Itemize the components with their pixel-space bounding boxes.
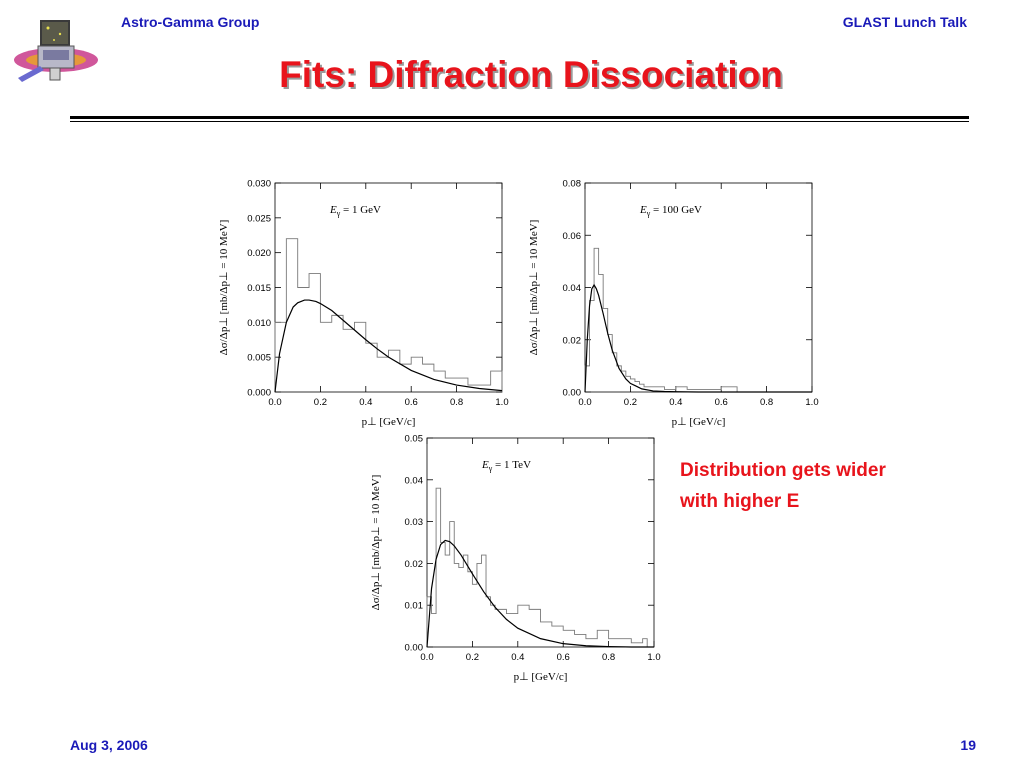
- glast-satellite-logo-icon: [14, 20, 98, 82]
- y-tick-label: 0.05: [405, 434, 424, 445]
- x-tick-label: 0.6: [405, 397, 418, 408]
- energy-label: Eγ = 1 GeV: [329, 204, 381, 218]
- y-tick-label: 0.005: [247, 353, 271, 364]
- x-tick-label: 0.8: [602, 652, 615, 663]
- x-tick-label: 1.0: [647, 652, 660, 663]
- y-tick-label: 0.08: [563, 179, 582, 190]
- x-axis-label: p⊥ [GeV/c]: [672, 416, 726, 428]
- header-talk-name: GLAST Lunch Talk: [842, 14, 967, 30]
- histogram-series: [584, 247, 738, 392]
- histogram-series: [426, 487, 648, 647]
- title-rule-thin: [70, 121, 969, 122]
- plot-frame: [426, 437, 655, 648]
- y-tick-label: 0.010: [247, 318, 271, 329]
- y-tick-label: 0.025: [247, 213, 271, 224]
- y-tick-label: 0.00: [405, 643, 424, 654]
- annotation-line-1: Distribution gets wider: [680, 460, 886, 481]
- x-tick-label: 0.0: [420, 652, 433, 663]
- slide-title: Fits: Diffraction Dissociation: [279, 54, 783, 95]
- x-tick-label: 0.4: [511, 652, 524, 663]
- y-axis-label: Δσ/Δp⊥ [mb/Δp⊥ = 10 MeV]: [370, 475, 382, 611]
- x-axis-label: p⊥ [GeV/c]: [362, 416, 416, 428]
- plot-1gev: 0.0 0.2 0.4 0.6 0.8 1.0 0.000 0.005 0.010 0.015 0.…: [218, 179, 509, 429]
- x-tick-label: 0.2: [314, 397, 327, 408]
- x-tick-label: 0.4: [359, 397, 372, 408]
- y-tick-label: 0.02: [563, 335, 582, 346]
- x-tick-label: 0.2: [624, 397, 637, 408]
- energy-label: Eγ = 1 TeV: [481, 459, 531, 473]
- x-tick-label: 0.0: [578, 397, 591, 408]
- y-axis-label: Δσ/Δp⊥ [mb/Δp⊥ = 10 MeV]: [528, 220, 540, 356]
- footer-date: Aug 3, 2006: [70, 737, 148, 753]
- x-axis-label: p⊥ [GeV/c]: [514, 671, 568, 683]
- x-tick-label: 0.4: [669, 397, 682, 408]
- fit-curve: [426, 539, 654, 648]
- y-tick-label: 0.000: [247, 388, 271, 399]
- y-axis-label: Δσ/Δp⊥ [mb/Δp⊥ = 10 MeV]: [218, 220, 230, 356]
- x-tick-label: 0.8: [450, 397, 463, 408]
- y-tick-label: 0.03: [405, 517, 424, 528]
- y-tick-label: 0.01: [405, 601, 424, 612]
- histogram-series: [274, 238, 503, 392]
- x-tick-label: 0.0: [268, 397, 281, 408]
- y-tick-label: 0.04: [563, 283, 582, 294]
- annotation-line-2: with higher E: [680, 491, 800, 512]
- y-tick-label: 0.020: [247, 248, 271, 259]
- x-tick-label: 0.6: [715, 397, 728, 408]
- x-tick-label: 0.8: [760, 397, 773, 408]
- plot-1tev: 0.0 0.2 0.4 0.6 0.8 1.0 0.00 0.01 0.02 0.03 0.04 0.…: [370, 434, 661, 684]
- x-tick-label: 0.6: [557, 652, 570, 663]
- y-tick-label: 0.00: [563, 388, 582, 399]
- footer-page-number: 19: [960, 737, 976, 753]
- x-tick-label: 1.0: [495, 397, 508, 408]
- header-group-name: Astro-Gamma Group: [121, 14, 260, 30]
- title-rule-thick: [70, 116, 969, 119]
- x-tick-label: 0.2: [466, 652, 479, 663]
- y-tick-label: 0.06: [563, 231, 582, 242]
- energy-label: Eγ = 100 GeV: [639, 204, 702, 218]
- y-tick-label: 0.015: [247, 283, 271, 294]
- y-tick-label: 0.02: [405, 559, 424, 570]
- annotation-text: Distribution gets wider with higher E: [680, 455, 980, 517]
- x-tick-label: 1.0: [805, 397, 818, 408]
- y-tick-label: 0.04: [405, 475, 424, 486]
- y-tick-label: 0.030: [247, 179, 271, 190]
- plot-100gev: 0.0 0.2 0.4 0.6 0.8 1.0 0.00 0.02 0.04 0.06 0.08 Eγ…: [528, 179, 819, 429]
- fit-curve: [584, 283, 812, 393]
- fit-curve: [274, 299, 503, 393]
